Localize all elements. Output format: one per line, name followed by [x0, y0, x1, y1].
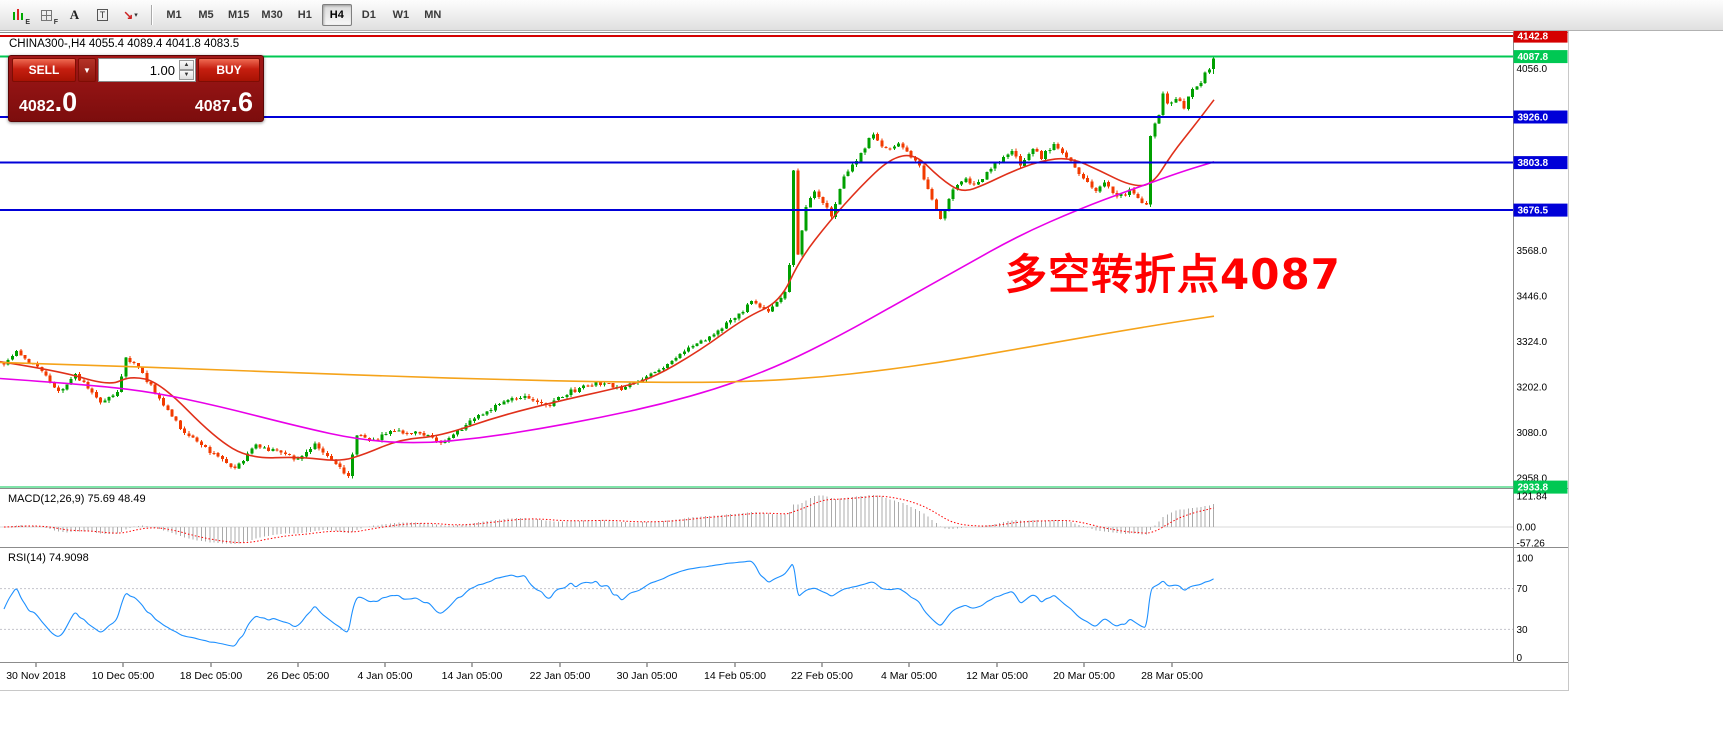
volume-decrease-button[interactable]: ▼ [179, 70, 194, 80]
timeframe-button-m30[interactable]: M30 [256, 4, 287, 26]
svg-text:12 Mar 05:00: 12 Mar 05:00 [966, 670, 1028, 682]
price-badge-3926.0 [1513, 110, 1568, 124]
svg-text:3568.0: 3568.0 [1517, 246, 1548, 257]
price-badge-3803.8 [1513, 156, 1568, 170]
price-badge-4087.8 [1513, 50, 1568, 64]
toolbar-separator [151, 5, 152, 25]
rsi-line [3, 560, 1214, 647]
timeframe-bar: M1 M5 M15 M30 H1 H4 D1 W1 MN [159, 4, 448, 26]
ma-fast-line [0, 99, 1215, 461]
sell-button[interactable]: SELL [12, 58, 76, 82]
drawing-tools: E F A T ↘ ▾ [5, 3, 144, 27]
svg-text:30: 30 [1517, 625, 1529, 636]
chevron-down-icon: ▾ [134, 12, 138, 19]
svg-text:14 Feb 05:00: 14 Feb 05:00 [704, 670, 766, 682]
sell-price: 4082.0 [19, 87, 78, 117]
timeframe-button-m15[interactable]: M15 [223, 4, 254, 26]
timeframe-button-mn[interactable]: MN [418, 4, 448, 26]
svg-text:14 Jan 05:00: 14 Jan 05:00 [442, 670, 503, 682]
svg-text:4056.0: 4056.0 [1517, 64, 1548, 75]
mini-candles-icon [13, 8, 24, 22]
svg-text:3446.0: 3446.0 [1517, 292, 1548, 303]
ohlc-values: 4055.4 4089.4 4041.8 4083.5 [88, 38, 240, 50]
svg-text:30 Jan 05:00: 30 Jan 05:00 [617, 670, 678, 682]
svg-text:3202.0: 3202.0 [1517, 383, 1548, 394]
chevron-down-icon: ▼ [83, 65, 91, 75]
volume-dropdown-button[interactable]: ▼ [78, 58, 96, 82]
svg-text:2933.8: 2933.8 [1518, 483, 1549, 494]
macd-indicator [0, 494, 1513, 544]
symbol-ohlc-label: CHINA300-,H4 4055.4 4089.4 4041.8 4083.5 [9, 38, 239, 50]
arrow-icon: ↘ [123, 8, 134, 22]
macd-signal-line [3, 495, 1214, 544]
svg-text:3926.0: 3926.0 [1518, 112, 1549, 123]
timeframe-button-h1[interactable]: H1 [290, 4, 320, 26]
chart-text-annotation[interactable]: 多空转折点4087 [1005, 250, 1341, 299]
toolbar: E F A T ↘ ▾ M1 M5 M15 M30 H1 H4 D1 W1 MN [0, 0, 1723, 31]
timeframe-button-m5[interactable]: M5 [191, 4, 221, 26]
text-icon: A [69, 7, 80, 22]
svg-text:121.84: 121.84 [1517, 492, 1548, 503]
svg-text:0.00: 0.00 [1517, 523, 1537, 534]
volume-field-wrap: ▲ ▼ [98, 58, 196, 82]
price-badge-3676.5 [1513, 203, 1568, 217]
grid-icon [41, 9, 52, 21]
candles-layer [2, 56, 1216, 479]
svg-text:20 Mar 05:00: 20 Mar 05:00 [1053, 670, 1115, 682]
indicator-f-tool[interactable]: F [33, 3, 60, 27]
svg-text:0: 0 [1517, 653, 1523, 664]
textbox-tool[interactable]: T [89, 3, 116, 27]
textbox-icon: T [96, 9, 109, 21]
svg-text:4087.8: 4087.8 [1518, 52, 1549, 63]
svg-text:10 Dec 05:00: 10 Dec 05:00 [92, 670, 155, 682]
svg-text:70: 70 [1517, 584, 1529, 595]
symbol-name: CHINA300-,H4 [9, 38, 86, 50]
timeframe-button-w1[interactable]: W1 [386, 4, 416, 26]
svg-text:3803.8: 3803.8 [1518, 158, 1549, 169]
volume-increase-button[interactable]: ▲ [179, 60, 194, 70]
rsi-indicator [0, 560, 1513, 647]
timeframe-button-h4[interactable]: H4 [321, 4, 352, 26]
moving-averages [0, 99, 1215, 461]
volume-input[interactable] [99, 59, 195, 81]
ma-mid-line [0, 161, 1215, 444]
svg-text:3080.0: 3080.0 [1517, 428, 1548, 439]
panel-borders [0, 31, 1569, 691]
time-axis[interactable]: 30 Nov 2018 10 Dec 05:00 18 Dec 05:00 26 De… [6, 663, 1203, 682]
ma-slow-line [0, 315, 1215, 384]
svg-text:26 Dec 05:00: 26 Dec 05:00 [267, 670, 330, 682]
buy-price: 4087.6 [194, 87, 253, 117]
svg-text:22 Jan 05:00: 22 Jan 05:00 [530, 670, 591, 682]
text-tool[interactable]: A [61, 3, 88, 27]
svg-text:4142.8: 4142.8 [1518, 32, 1549, 43]
svg-text:18 Dec 05:00: 18 Dec 05:00 [180, 670, 243, 682]
rsi-indicator-label: RSI(14) 74.9098 [8, 552, 89, 564]
svg-text:3676.5: 3676.5 [1518, 206, 1549, 217]
svg-text:28 Mar 05:00: 28 Mar 05:00 [1141, 670, 1203, 682]
svg-text:4 Jan 05:00: 4 Jan 05:00 [358, 670, 413, 682]
price-axis[interactable]: 4056.0 3568.0 3446.0 3324.0 3202.0 3080.0 2958… [1513, 29, 1568, 664]
svg-text:100: 100 [1517, 554, 1534, 565]
arrow-style-tool[interactable]: ↘ ▾ [117, 3, 144, 27]
macd-indicator-label: MACD(12,26,9) 75.69 48.49 [8, 493, 146, 505]
timeframe-button-d1[interactable]: D1 [354, 4, 384, 26]
price-badge-2933.8 [1513, 480, 1568, 494]
volume-spinner: ▲ ▼ [179, 60, 194, 80]
svg-text:30 Nov 2018: 30 Nov 2018 [6, 670, 66, 682]
indicator-e-tool[interactable]: E [5, 3, 32, 27]
svg-text:22 Feb 05:00: 22 Feb 05:00 [791, 670, 853, 682]
svg-text:3324.0: 3324.0 [1517, 337, 1548, 348]
price-badge-4142.8 [1513, 29, 1568, 43]
buy-button[interactable]: BUY [198, 58, 260, 82]
svg-text:2958.0: 2958.0 [1517, 474, 1548, 485]
svg-text:-57.26: -57.26 [1517, 539, 1546, 550]
svg-text:4 Mar 05:00: 4 Mar 05:00 [881, 670, 937, 682]
timeframe-button-m1[interactable]: M1 [159, 4, 189, 26]
one-click-trading-panel: SELL ▼ ▲ ▼ BUY 4082.0 4087.6 [8, 55, 264, 122]
